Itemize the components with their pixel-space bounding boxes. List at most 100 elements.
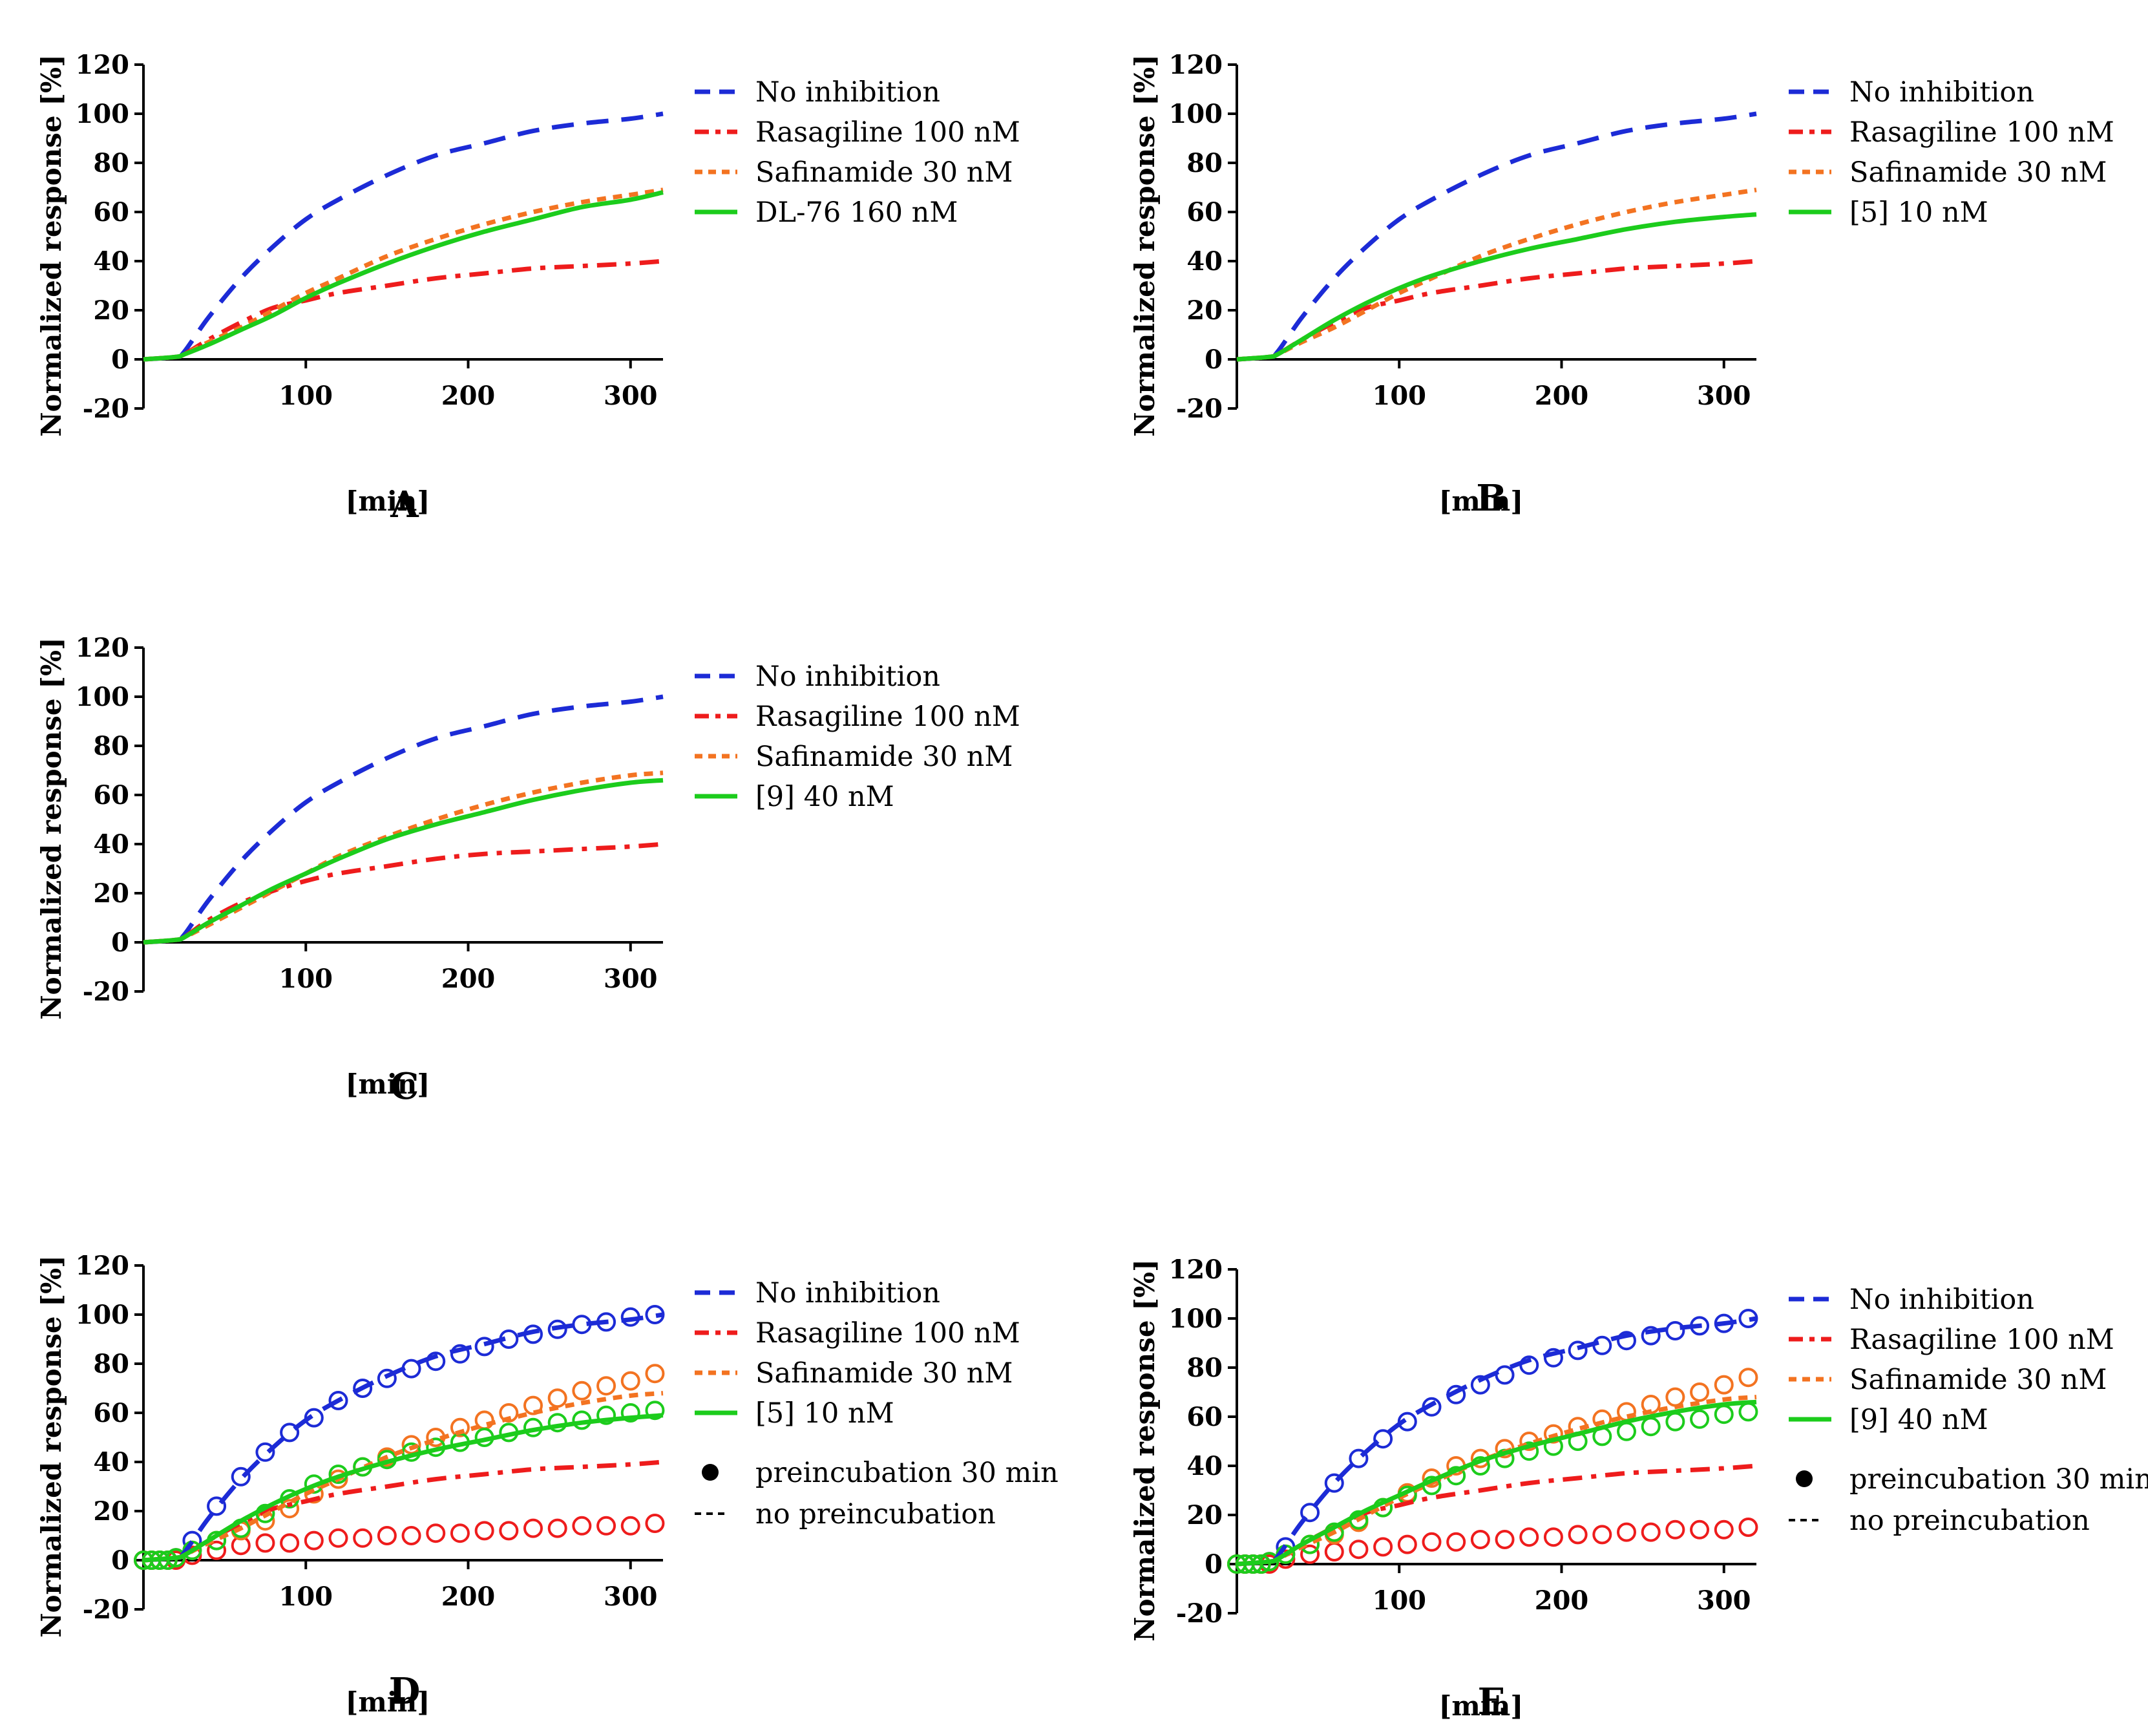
- data-point-compound: [1519, 1441, 1539, 1461]
- legend-marker-dot: [702, 1464, 719, 1481]
- data-point-rasagiline: [1543, 1527, 1563, 1547]
- y-tick-label: 80: [93, 1349, 129, 1379]
- x-tick-label: 200: [1535, 1585, 1589, 1616]
- legend-label: no preincubation: [755, 1498, 996, 1530]
- data-point-rasagiline: [255, 1533, 275, 1553]
- legend-label: DL-76 160 nM: [755, 196, 958, 229]
- data-point-rasagiline: [1617, 1522, 1636, 1542]
- x-tick-label: 300: [1697, 1585, 1751, 1616]
- data-point-no-inhibition: [255, 1442, 275, 1462]
- legend-label: [5] 10 nM: [755, 1397, 894, 1430]
- y-tick-label: 20: [93, 878, 129, 909]
- data-point-no-inhibition: [645, 1305, 665, 1324]
- series-line-no-inhibition: [1236, 1316, 1757, 1567]
- y-tick-label: 40: [1186, 1451, 1223, 1481]
- data-point-rasagiline: [1300, 1544, 1320, 1564]
- y-tick-label: 100: [76, 1300, 130, 1330]
- data-point-rasagiline: [1470, 1530, 1490, 1549]
- legend-label: No inhibition: [1849, 1284, 2034, 1316]
- series-line-compound: [1236, 212, 1757, 362]
- series-line-compound: [1236, 1399, 1757, 1567]
- x-tick-label: 300: [604, 964, 658, 994]
- panel-letter: D: [389, 1670, 421, 1713]
- data-point-rasagiline: [572, 1516, 592, 1536]
- data-point-no-inhibition: [1568, 1340, 1588, 1360]
- data-point-rasagiline: [499, 1521, 519, 1541]
- legend: No inhibition Rasagiline 100 nM Safinamide…: [695, 1277, 1058, 1530]
- y-tick-label: 20: [1186, 295, 1223, 326]
- y-tick-label: 40: [93, 246, 129, 277]
- data-point-rasagiline: [1324, 1542, 1344, 1561]
- data-point-no-inhibition: [1470, 1375, 1490, 1395]
- legend-label: Safinamide 30 nM: [1849, 1364, 2107, 1396]
- chart-panel-c: -20 0 20 40 60 80 100 120 100 200 300 [min] Normaliz…: [36, 633, 1020, 1108]
- legend-label: Rasagiline 100 nM: [755, 701, 1020, 733]
- data-point-rasagiline: [280, 1533, 300, 1553]
- y-tick-label: 0: [1205, 344, 1223, 375]
- data-point-no-inhibition: [1495, 1365, 1515, 1385]
- data-point-no-inhibition: [231, 1466, 251, 1487]
- data-point-rasagiline: [1641, 1522, 1661, 1542]
- data-point-rasagiline: [1495, 1530, 1515, 1549]
- data-point-no-inhibition: [1373, 1429, 1393, 1449]
- data-point-safinamide: [547, 1388, 567, 1408]
- data-point-safinamide: [1543, 1424, 1563, 1444]
- y-tick-label: -20: [83, 977, 129, 1007]
- data-point-safinamide: [1714, 1375, 1734, 1395]
- data-point-no-inhibition: [474, 1337, 494, 1357]
- data-point-rasagiline: [304, 1530, 324, 1551]
- x-tick-label: 100: [279, 1582, 333, 1612]
- legend-label: Safinamide 30 nM: [755, 741, 1013, 773]
- data-point-no-inhibition: [353, 1379, 373, 1398]
- series-line-rasagiline: [143, 842, 664, 945]
- data-point-no-inhibition: [1300, 1503, 1320, 1523]
- y-tick-label: 0: [1205, 1549, 1223, 1580]
- legend-label: No inhibition: [1849, 76, 2034, 109]
- data-point-no-inhibition: [280, 1423, 300, 1443]
- series-line-no-inhibition: [143, 111, 664, 362]
- legend-label: preincubation 30 min: [1849, 1463, 2148, 1496]
- y-tick-label: 120: [76, 50, 130, 80]
- data-point-rasagiline: [1592, 1525, 1612, 1545]
- y-tick-label: 120: [1169, 50, 1223, 80]
- legend-label: No inhibition: [755, 661, 940, 693]
- y-axis-title: Normalized response [%]: [1129, 54, 1161, 437]
- y-axis-title: Normalized response [%]: [36, 1255, 67, 1638]
- x-tick-label: 100: [1373, 381, 1427, 411]
- y-tick-label: -20: [83, 1594, 129, 1625]
- x-tick-label: 200: [441, 964, 496, 994]
- y-tick-label: 40: [93, 829, 129, 860]
- data-point-rasagiline: [401, 1526, 421, 1545]
- data-point-rasagiline: [1397, 1534, 1417, 1554]
- y-tick-label: 120: [76, 1251, 130, 1281]
- y-tick-label: 0: [111, 927, 129, 958]
- y-tick-label: 60: [1186, 197, 1223, 228]
- x-tick-label: 100: [279, 381, 333, 411]
- data-point-rasagiline: [328, 1528, 348, 1548]
- data-point-no-inhibition: [377, 1368, 397, 1388]
- series-line-rasagiline: [143, 259, 664, 362]
- y-tick-label: 20: [93, 295, 129, 326]
- y-axis-title: Normalized response [%]: [1129, 1259, 1161, 1642]
- data-point-no-inhibition: [1665, 1321, 1685, 1340]
- x-axis-title: [min]: [346, 485, 430, 517]
- y-tick-label: 100: [76, 682, 130, 712]
- data-point-compound: [620, 1403, 640, 1423]
- y-tick-label: 60: [1186, 1402, 1223, 1432]
- series-line-rasagiline: [143, 1459, 664, 1563]
- x-tick-label: 100: [279, 964, 333, 994]
- data-point-no-inhibition: [1592, 1335, 1612, 1355]
- y-tick-label: 80: [93, 148, 129, 178]
- x-axis-title: [min]: [1439, 1690, 1524, 1722]
- y-tick-label: 100: [1169, 1304, 1223, 1334]
- y-tick-label: 100: [1169, 99, 1223, 129]
- data-point-rasagiline: [426, 1523, 446, 1543]
- x-tick-label: 300: [604, 1582, 658, 1612]
- data-point-rasagiline: [1690, 1519, 1710, 1540]
- data-point-safinamide: [620, 1371, 640, 1391]
- data-point-safinamide: [1665, 1387, 1685, 1407]
- x-tick-label: 200: [441, 381, 496, 411]
- data-point-no-inhibition: [1641, 1326, 1661, 1346]
- legend: No inhibition Rasagiline 100 nM Safinamide…: [1789, 76, 2114, 229]
- data-point-safinamide: [572, 1381, 592, 1401]
